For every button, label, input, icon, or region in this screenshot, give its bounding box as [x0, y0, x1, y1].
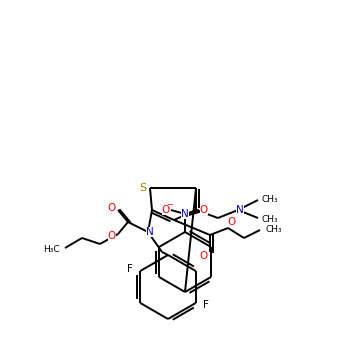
- Text: F: F: [203, 300, 209, 310]
- Text: S: S: [139, 183, 147, 193]
- Text: N: N: [236, 205, 244, 215]
- Text: O: O: [162, 205, 170, 215]
- Text: H₃C: H₃C: [43, 245, 59, 254]
- Text: N: N: [181, 209, 189, 219]
- Text: F: F: [127, 264, 133, 274]
- Text: O: O: [200, 251, 208, 261]
- Text: O: O: [108, 203, 116, 213]
- Text: −: −: [167, 201, 174, 210]
- Text: CH₃: CH₃: [262, 196, 278, 204]
- Text: CH₃: CH₃: [262, 215, 278, 224]
- Text: O: O: [228, 217, 236, 227]
- Text: O: O: [200, 205, 208, 215]
- Text: O: O: [108, 231, 116, 241]
- Text: N: N: [146, 227, 154, 237]
- Text: CH₃: CH₃: [266, 225, 282, 234]
